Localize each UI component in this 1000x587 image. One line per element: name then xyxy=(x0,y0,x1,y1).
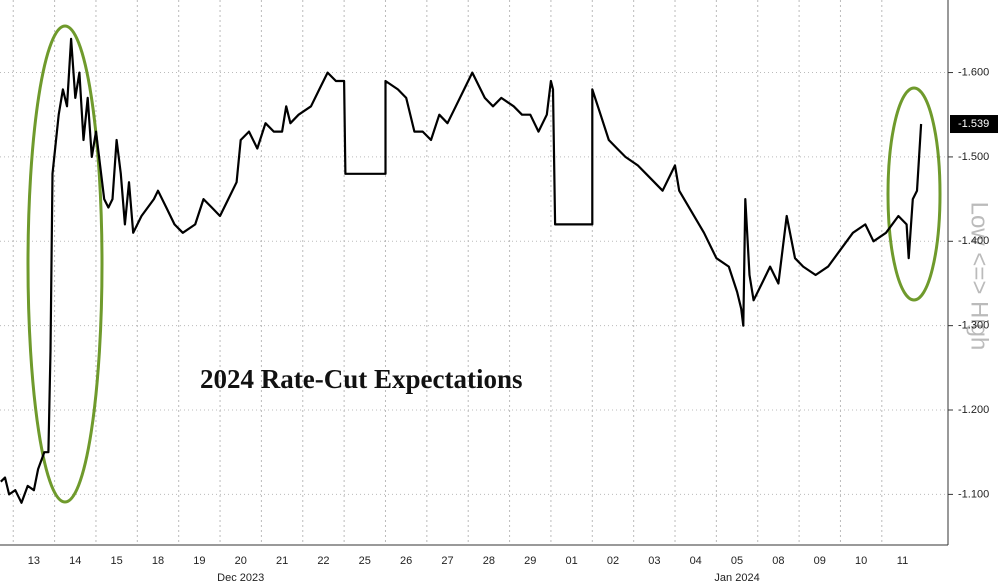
x-tick-label: 03 xyxy=(648,555,660,567)
x-tick-label: 27 xyxy=(441,555,453,567)
x-tick-label: 13 xyxy=(28,555,40,567)
x-tick-label: 01 xyxy=(565,555,577,567)
series-line xyxy=(0,37,923,504)
y-tick-label: -1.600 xyxy=(958,66,989,78)
x-tick-label: 18 xyxy=(152,555,164,567)
x-tick-label: 20 xyxy=(235,555,247,567)
x-tick-label: 14 xyxy=(69,555,81,567)
x-tick-label: 11 xyxy=(897,555,908,567)
x-tick-label: 28 xyxy=(483,555,495,567)
x-tick-label: 19 xyxy=(193,555,205,567)
y-tick-label: -1.500 xyxy=(958,151,989,163)
x-tick-label: 21 xyxy=(276,555,288,567)
y-tick-label: -1.300 xyxy=(958,320,989,332)
axis-label: Low <=> High xyxy=(966,202,993,351)
highlight-ellipse xyxy=(26,24,104,504)
y-tick-label: -1.100 xyxy=(958,488,989,500)
x-tick-label: 25 xyxy=(359,555,371,567)
x-tick-label: 05 xyxy=(731,555,743,567)
x-tick-label: 26 xyxy=(400,555,412,567)
y-tick-label: -1.400 xyxy=(958,235,989,247)
y-tick-label: -1.200 xyxy=(958,404,989,416)
last-value-label: -1.539 xyxy=(958,118,989,130)
last-value-box xyxy=(950,115,998,134)
x-tick-label: 04 xyxy=(690,555,702,567)
x-tick-label: 08 xyxy=(772,555,784,567)
month-label: Jan 2024 xyxy=(714,572,759,584)
x-tick-label: 02 xyxy=(607,555,619,567)
annotation: 2024 Rate-Cut Expectations xyxy=(200,364,522,394)
x-tick-label: 10 xyxy=(855,555,867,567)
highlight-ellipse xyxy=(886,86,942,302)
x-tick-label: 15 xyxy=(111,555,123,567)
x-tick-label: 29 xyxy=(524,555,536,567)
x-tick-label: 09 xyxy=(814,555,826,567)
month-label: Dec 2023 xyxy=(217,572,264,584)
x-tick-label: 22 xyxy=(317,555,329,567)
